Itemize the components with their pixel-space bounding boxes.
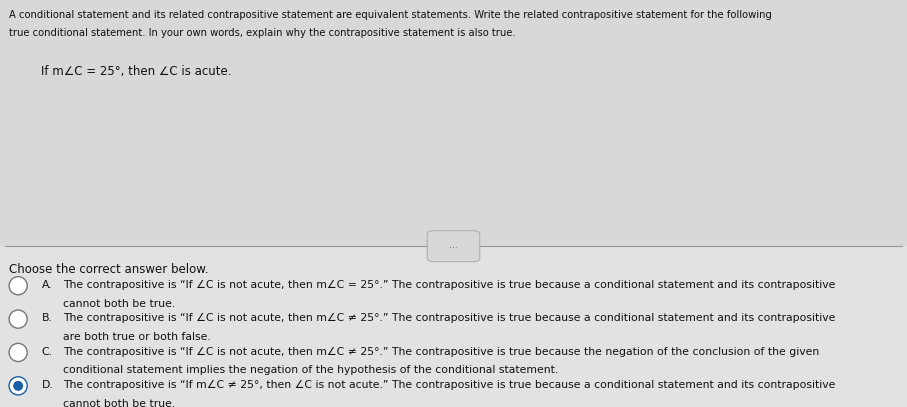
Text: A.: A. <box>42 280 53 290</box>
FancyBboxPatch shape <box>0 246 907 407</box>
Text: cannot both be true.: cannot both be true. <box>63 399 176 407</box>
Ellipse shape <box>9 377 27 395</box>
Ellipse shape <box>13 381 24 391</box>
Text: true conditional statement. In your own words, explain why the contrapositive st: true conditional statement. In your own … <box>9 28 516 39</box>
Text: C.: C. <box>42 347 53 357</box>
Text: D.: D. <box>42 380 54 390</box>
Text: B.: B. <box>42 313 53 324</box>
Ellipse shape <box>9 344 27 361</box>
Text: The contrapositive is “If ∠C is not acute, then m∠C = 25°.” The contrapositive i: The contrapositive is “If ∠C is not acut… <box>63 280 836 290</box>
Text: conditional statement implies the negation of the hypothesis of the conditional : conditional statement implies the negati… <box>63 365 559 376</box>
Text: are both true or both false.: are both true or both false. <box>63 332 211 342</box>
Text: A conditional statement and its related contrapositive statement are equivalent : A conditional statement and its related … <box>9 10 772 20</box>
Text: If m∠C = 25°, then ∠C is acute.: If m∠C = 25°, then ∠C is acute. <box>41 65 231 78</box>
Ellipse shape <box>9 310 27 328</box>
Text: The contrapositive is “If ∠C is not acute, then m∠C ≠ 25°.” The contrapositive i: The contrapositive is “If ∠C is not acut… <box>63 347 820 357</box>
Text: The contrapositive is “If ∠C is not acute, then m∠C ≠ 25°.” The contrapositive i: The contrapositive is “If ∠C is not acut… <box>63 313 836 324</box>
Text: Choose the correct answer below.: Choose the correct answer below. <box>9 263 209 276</box>
Text: cannot both be true.: cannot both be true. <box>63 299 176 309</box>
Ellipse shape <box>9 277 27 295</box>
Text: ...: ... <box>449 241 458 249</box>
FancyBboxPatch shape <box>427 231 480 262</box>
FancyBboxPatch shape <box>0 0 907 246</box>
Text: The contrapositive is “If m∠C ≠ 25°, then ∠C is not acute.” The contrapositive i: The contrapositive is “If m∠C ≠ 25°, the… <box>63 380 836 390</box>
